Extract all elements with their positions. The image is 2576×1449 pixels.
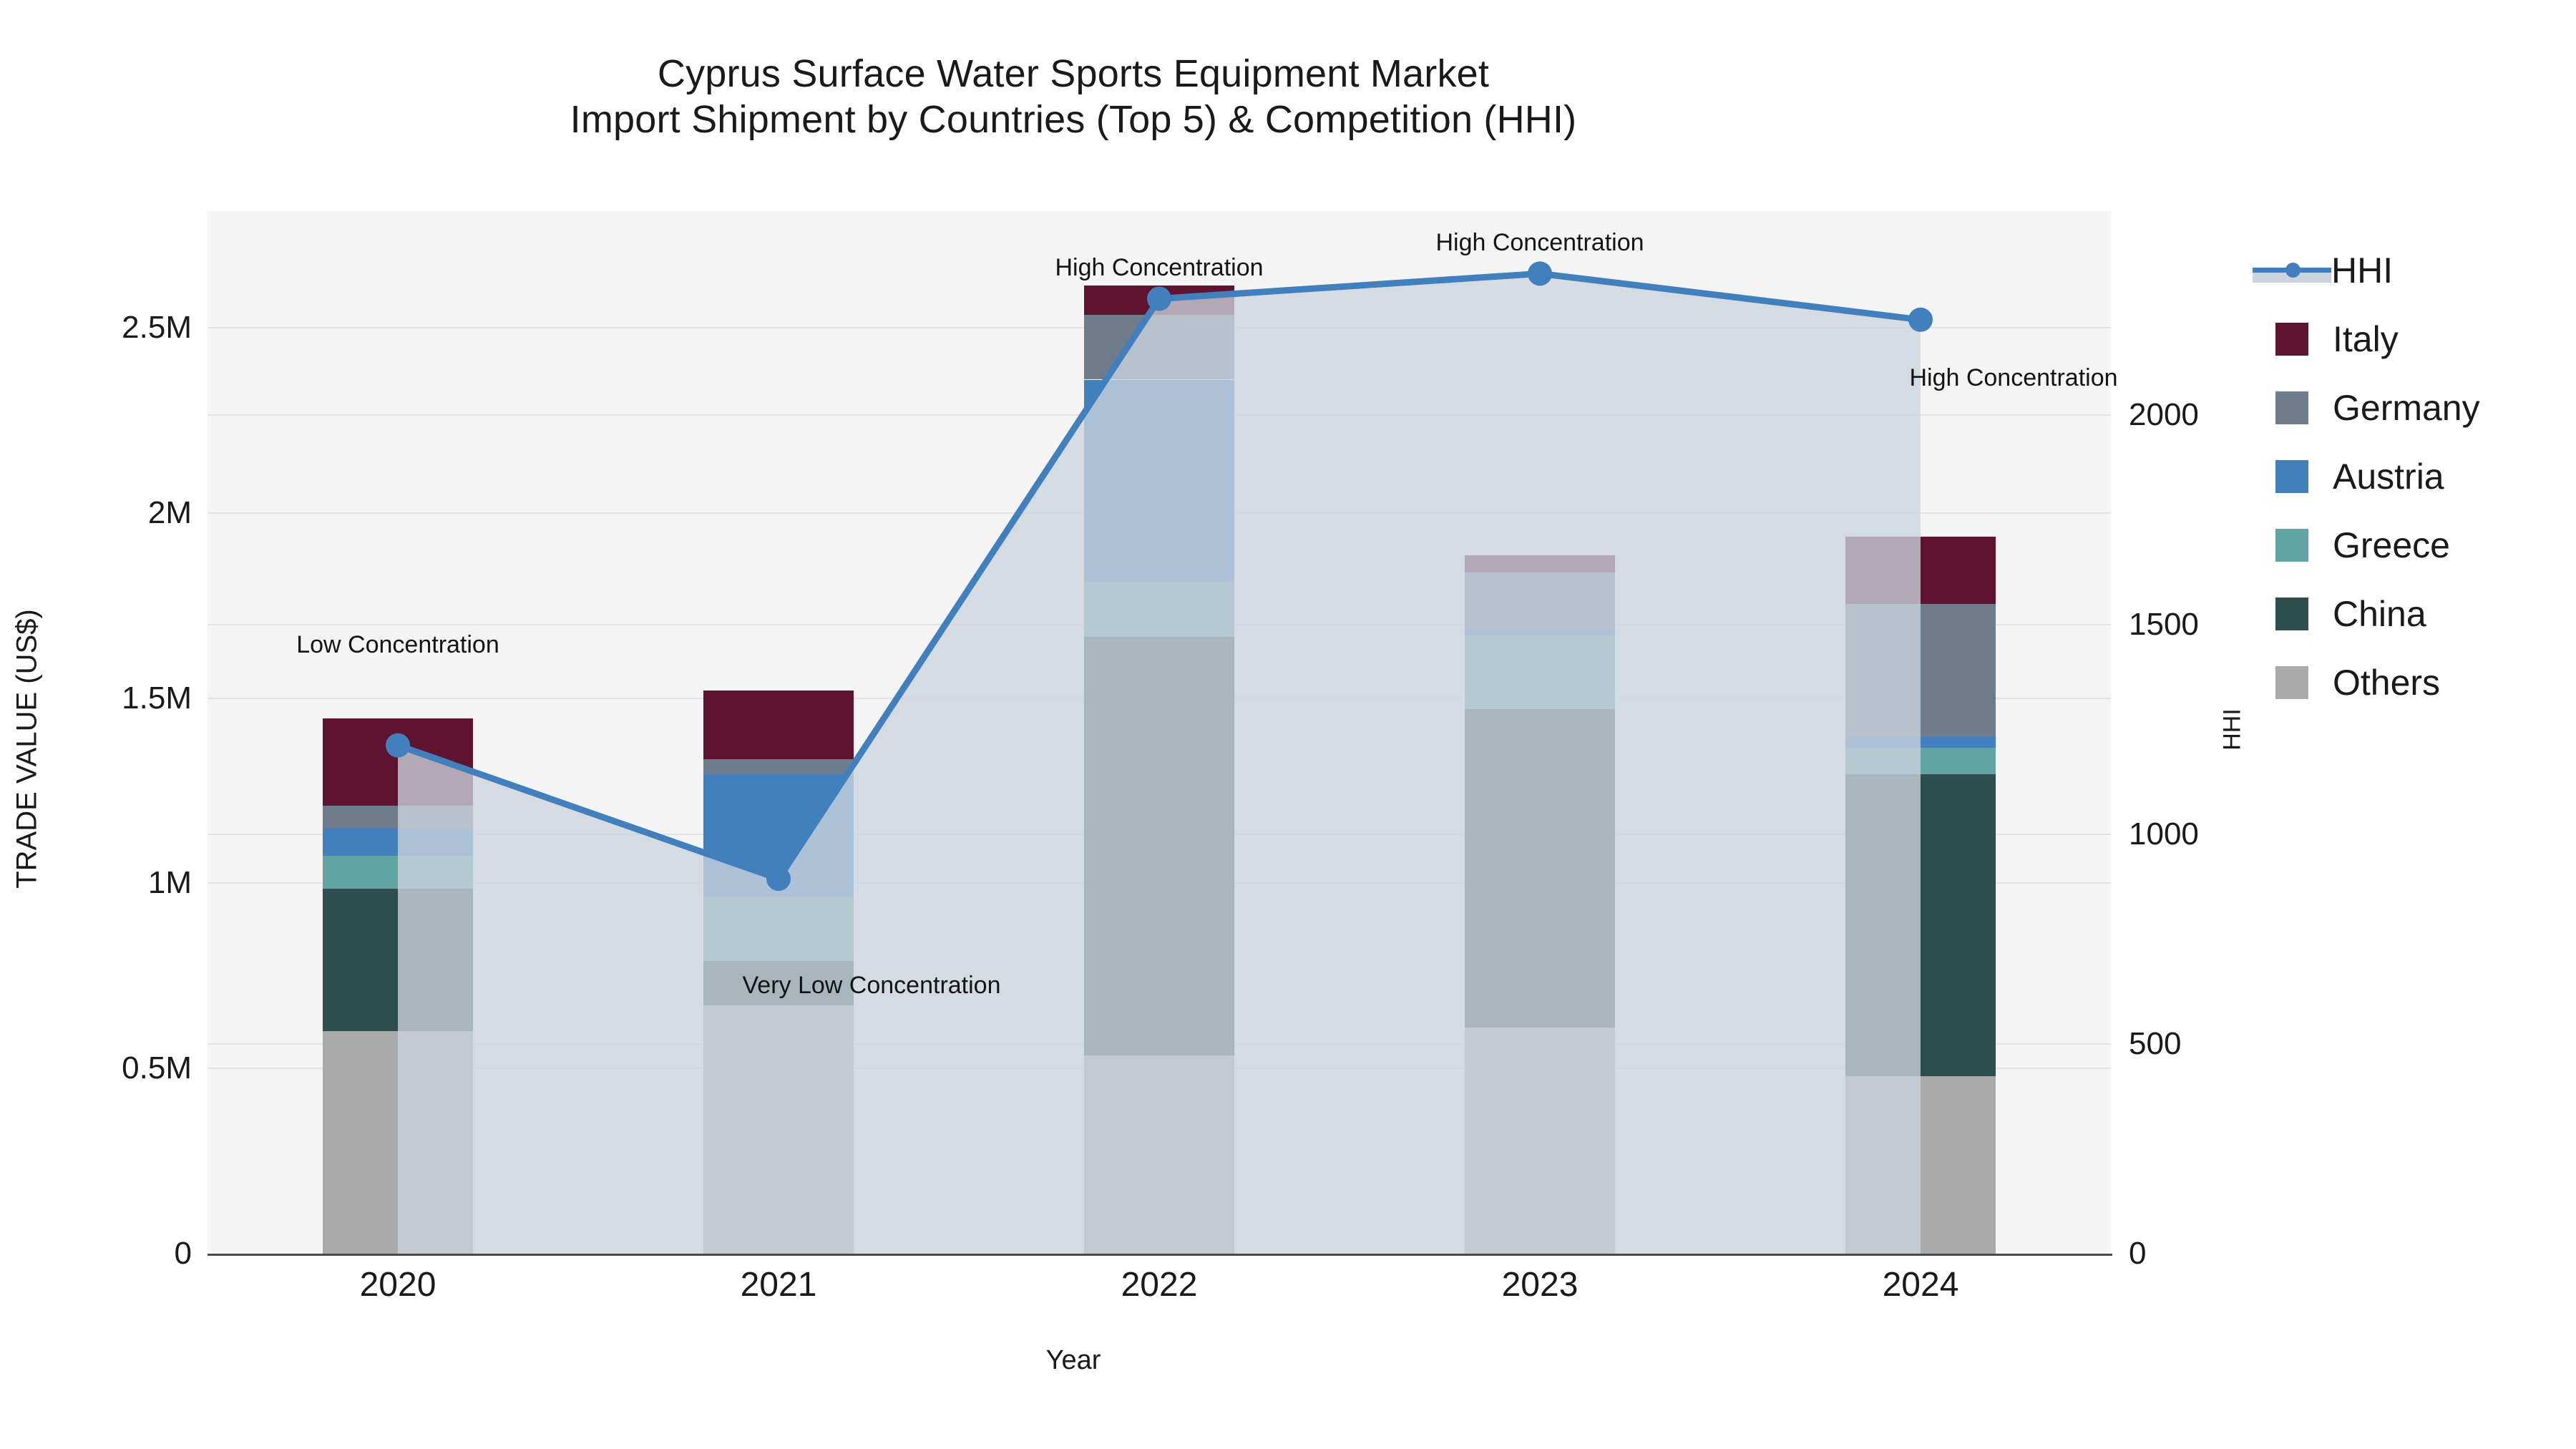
legend-swatch-icon-china — [2275, 597, 2308, 630]
bar-segment-italy-2024[interactable] — [1845, 537, 1996, 604]
bar-segment-china-2024[interactable] — [1845, 774, 1996, 1076]
bar-stack-2023[interactable] — [1465, 211, 1615, 1254]
page-title: Cyprus Surface Water Sports Equipment Ma… — [0, 52, 2147, 142]
plot-area — [208, 211, 2111, 1254]
legend-label: Austria — [2333, 457, 2444, 497]
legend-swatch-icon-germany — [2275, 391, 2308, 424]
x-axis-line — [208, 1254, 2112, 1256]
bar-segment-china-2022[interactable] — [1084, 637, 1234, 1056]
x-axis-tick-2022: 2022 — [1121, 1266, 1198, 1304]
bar-stack-2022[interactable] — [1084, 211, 1234, 1254]
bar-segment-germany-2024[interactable] — [1845, 603, 1996, 737]
annotation-2022: High Concentration — [1055, 254, 1264, 282]
y-axis-left-tick-2.5M: 2.5M — [122, 310, 192, 346]
x-axis-tick-2021: 2021 — [740, 1266, 817, 1304]
bar-segment-germany-2022[interactable] — [1084, 314, 1234, 380]
legend-item-austria[interactable]: Austria — [2275, 442, 2576, 511]
annotation-2024: High Concentration — [1909, 364, 2118, 391]
legend-swatch-icon-austria — [2275, 460, 2308, 493]
bar-segment-greece-2024[interactable] — [1845, 748, 1996, 774]
legend-item-italy[interactable]: Italy — [2275, 305, 2576, 374]
y-axis-right-tick-500: 500 — [2129, 1025, 2182, 1061]
legend-item-germany[interactable]: Germany — [2275, 374, 2576, 442]
bar-segment-greece-2021[interactable] — [703, 896, 854, 962]
y-axis-left-tick-1M: 1M — [147, 865, 192, 901]
bar-segment-germany-2023[interactable] — [1465, 572, 1615, 630]
bar-segment-italy-2022[interactable] — [1084, 285, 1234, 315]
x-axis-tick-2020: 2020 — [359, 1266, 436, 1304]
legend-item-greece[interactable]: Greece — [2275, 511, 2576, 580]
legend-label: Others — [2333, 663, 2441, 703]
bar-segment-greece-2020[interactable] — [323, 855, 473, 889]
y-axis-right-tick-1500: 1500 — [2129, 606, 2199, 642]
y-axis-left-tick-0: 0 — [174, 1236, 192, 1271]
title-line-1: Cyprus Surface Water Sports Equipment Ma… — [657, 52, 1490, 95]
annotation-2021: Very Low Concentration — [742, 972, 1001, 1000]
bar-segment-others-2023[interactable] — [1465, 1028, 1615, 1254]
y-axis-left-tick-1.5M: 1.5M — [122, 680, 192, 716]
bar-segment-austria-2020[interactable] — [323, 827, 473, 856]
bar-segment-others-2024[interactable] — [1845, 1075, 1996, 1254]
title-line-2: Import Shipment by Countries (Top 5) & C… — [570, 97, 1577, 141]
legend-swatch-icon-greece — [2275, 529, 2308, 562]
legend-item-hhi[interactable]: HHI — [2253, 236, 2576, 305]
legend-label: Germany — [2333, 388, 2480, 428]
bar-segment-others-2021[interactable] — [703, 1005, 854, 1254]
y-axis-left-tick-0.5M: 0.5M — [122, 1050, 192, 1086]
bar-segment-germany-2021[interactable] — [703, 759, 854, 774]
bar-segment-greece-2022[interactable] — [1084, 581, 1234, 638]
y-axis-left-tick-2M: 2M — [147, 494, 192, 530]
annotation-2020: Low Concentration — [296, 630, 499, 658]
bar-segment-china-2020[interactable] — [323, 889, 473, 1032]
y-axis-right-tick-2000: 2000 — [2129, 396, 2199, 432]
legend-line-swatch-icon — [2253, 254, 2331, 287]
bar-segment-greece-2023[interactable] — [1465, 635, 1615, 710]
bar-stack-2020[interactable] — [323, 211, 473, 1254]
x-axis-tick-2024: 2024 — [1882, 1266, 1959, 1304]
plot-inner — [208, 211, 2111, 1254]
bar-segment-china-2023[interactable] — [1465, 709, 1615, 1028]
legend-label: Italy — [2333, 319, 2399, 359]
bar-segment-italy-2021[interactable] — [703, 691, 854, 760]
bar-segment-austria-2024[interactable] — [1845, 736, 1996, 748]
bar-stack-2021[interactable] — [703, 211, 854, 1254]
annotation-2023: High Concentration — [1435, 229, 1644, 257]
legend-item-china[interactable]: China — [2275, 580, 2576, 648]
legend-swatch-icon-others — [2275, 666, 2308, 699]
legend-label: China — [2333, 594, 2426, 634]
bar-segment-italy-2020[interactable] — [323, 718, 473, 806]
y-axis-right-tick-1000: 1000 — [2129, 816, 2199, 852]
legend-item-others[interactable]: Others — [2275, 648, 2576, 717]
bar-segment-italy-2023[interactable] — [1465, 555, 1615, 572]
bar-segment-austria-2021[interactable] — [703, 774, 854, 897]
bar-segment-austria-2022[interactable] — [1084, 379, 1234, 582]
legend-swatch-icon-italy — [2275, 323, 2308, 356]
bar-segment-austria-2023[interactable] — [1465, 629, 1615, 635]
legend-label: Greece — [2333, 525, 2450, 565]
bar-segment-others-2022[interactable] — [1084, 1055, 1234, 1254]
y-axis-left-title: TRADE VALUE (US$) — [11, 609, 43, 889]
x-axis-title: Year — [1045, 1345, 1101, 1375]
bar-segment-others-2020[interactable] — [323, 1031, 473, 1254]
y-axis-right-tick-0: 0 — [2129, 1236, 2147, 1271]
bar-segment-germany-2020[interactable] — [323, 805, 473, 828]
x-axis-tick-2023: 2023 — [1501, 1266, 1579, 1304]
chart-legend: HHI Italy Germany Austria Greece China Others — [2253, 236, 2576, 717]
legend-label: HHI — [2331, 250, 2394, 291]
